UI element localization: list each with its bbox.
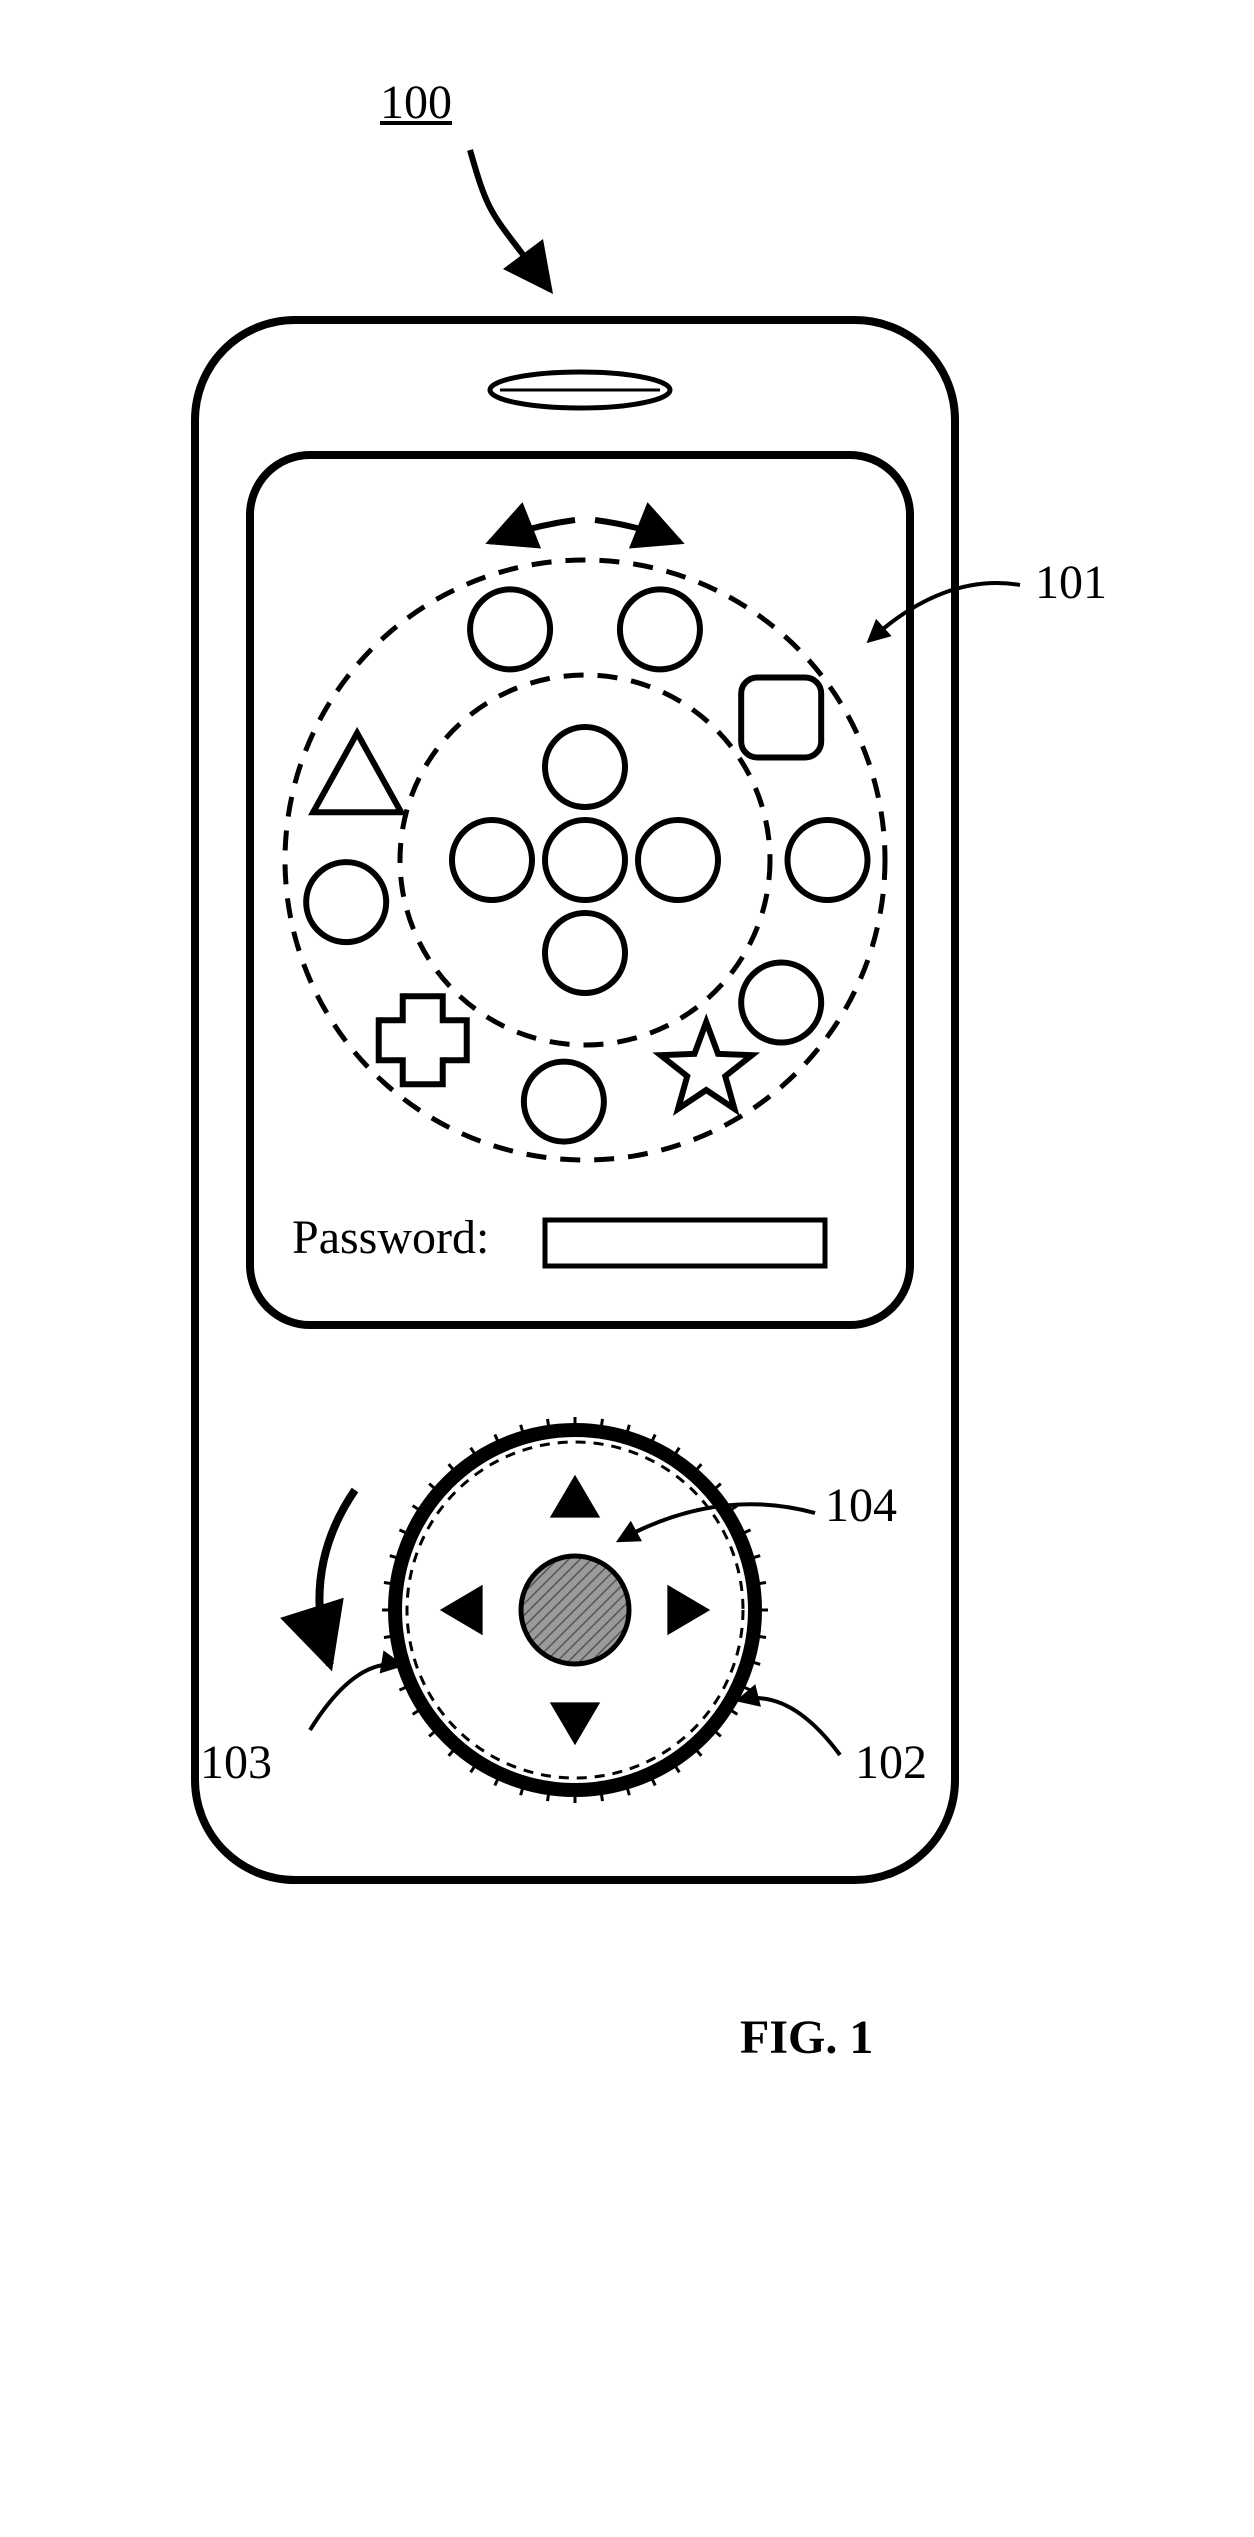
- ref-100: 100: [380, 75, 452, 130]
- page-container: 100 101 104 102 103 Password: FIG. 1: [0, 0, 1254, 2537]
- figure-label: FIG. 1: [740, 2010, 873, 2065]
- figure-svg: [0, 0, 1254, 2537]
- ref-104: 104: [825, 1478, 897, 1533]
- password-label: Password:: [292, 1210, 489, 1265]
- ref-102: 102: [855, 1735, 927, 1790]
- ref-101: 101: [1035, 555, 1107, 610]
- ref-103: 103: [200, 1735, 272, 1790]
